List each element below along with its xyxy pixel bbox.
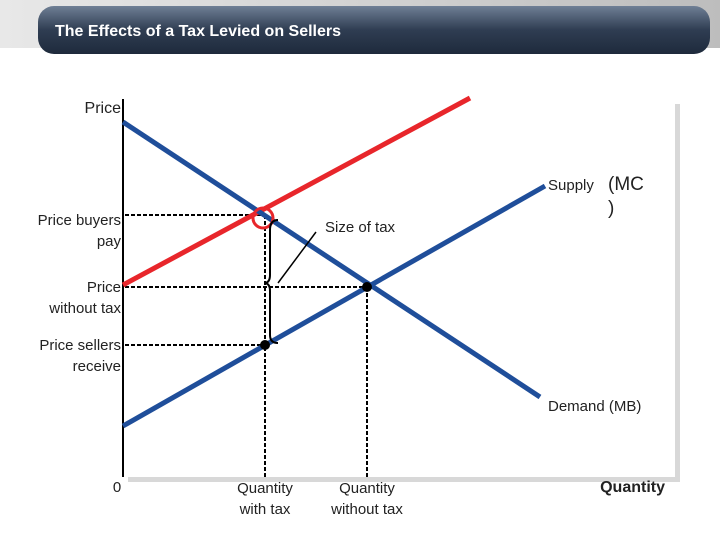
supply-curve [121, 183, 547, 429]
price-label: without tax [48, 300, 121, 317]
origin-label: 0 [113, 479, 121, 496]
supply-with-tax [121, 95, 472, 288]
size-of-tax-label: Size of tax [325, 219, 396, 236]
tax-pointer [277, 231, 317, 284]
quantity-label: with tax [239, 501, 291, 518]
tax-brace [263, 219, 279, 344]
demand-label: Demand (MB) [548, 398, 641, 415]
header-bar [38, 6, 710, 54]
supply-mc-label: ) [608, 198, 614, 219]
x-axis-label: Quantity [600, 479, 665, 496]
price-label: pay [97, 233, 122, 250]
y-axis-label: Price [85, 100, 122, 117]
supply-mc-label: (MC [608, 174, 644, 195]
seller-price-point [260, 340, 270, 350]
demand-curve [121, 119, 542, 400]
price-label: Price buyers [38, 212, 121, 229]
quantity-label: Quantity [237, 480, 293, 497]
buyer-price-point [251, 206, 275, 230]
copyright: Copyright © 2004 South-Western [538, 531, 641, 539]
title: The Effects of a Tax Levied on Sellers [55, 23, 341, 40]
quantity-label: without tax [330, 501, 403, 518]
price-label: Price [87, 279, 121, 296]
quantity-label: Quantity [339, 480, 395, 497]
price-label: receive [73, 358, 121, 375]
guides [125, 214, 368, 477]
supply-label: Supply [548, 177, 594, 194]
price-label: Price sellers [39, 337, 121, 354]
equilibrium-point [362, 282, 372, 292]
